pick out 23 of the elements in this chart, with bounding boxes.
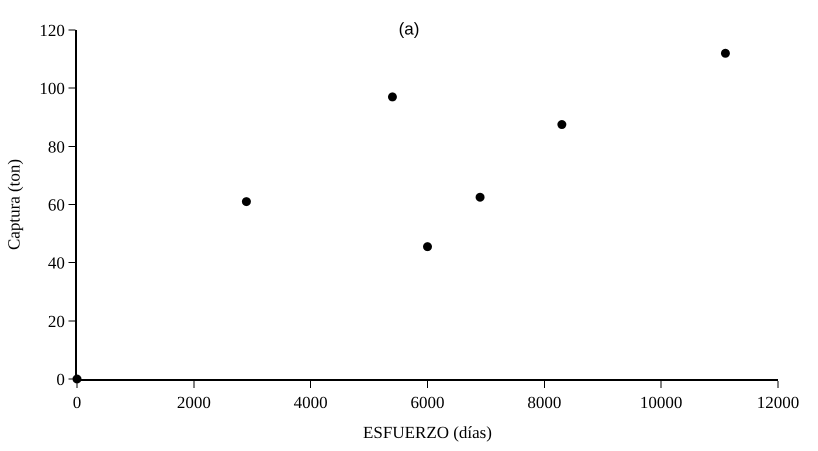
point: [476, 192, 485, 202]
point: [423, 242, 432, 252]
x-tick-label: 4000: [294, 393, 328, 412]
x-tick-label: 8000: [527, 393, 562, 412]
y-tick-label: 60: [48, 195, 65, 214]
y-axis-title: Captura (ton): [4, 158, 24, 250]
y-tick-label: 100: [39, 79, 65, 98]
x-tick-label: 6000: [410, 393, 444, 412]
x-tick-label: 2000: [176, 393, 211, 412]
x-tick-label: 0: [72, 393, 82, 412]
point: [557, 120, 566, 130]
point: [720, 48, 730, 58]
y-tick-label: 120: [39, 20, 65, 40]
y-tick-label: 40: [48, 254, 65, 273]
point: [388, 92, 397, 102]
x-axis-title: ESFUERZO (días): [363, 423, 492, 442]
y-tick-label: 0: [56, 370, 65, 389]
y-tick-label: 20: [48, 312, 65, 331]
y-tick-label: 80: [48, 137, 65, 156]
point: [242, 197, 251, 206]
x-tick-label: 12000: [756, 393, 800, 412]
chart-title: (a): [398, 19, 420, 38]
x-tick-label: 10000: [640, 393, 682, 412]
